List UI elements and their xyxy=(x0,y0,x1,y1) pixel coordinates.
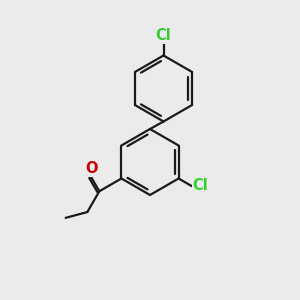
Text: O: O xyxy=(85,161,97,176)
Text: Cl: Cl xyxy=(156,28,171,43)
Text: Cl: Cl xyxy=(193,178,208,194)
